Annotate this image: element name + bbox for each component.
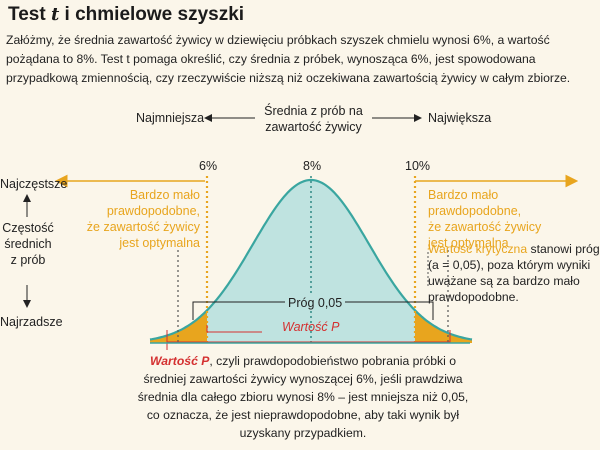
critical-highlight: Wartość krytyczna — [428, 242, 528, 256]
x-axis-center-line2: zawartość żywicy — [265, 120, 362, 134]
y-axis-mid1: Częstość — [2, 221, 54, 235]
y-axis-mid3: z prób — [10, 253, 46, 267]
x-axis-center-label: Średnia z prób na zawartość żywicy — [255, 103, 372, 135]
x-axis-right-label: Największa — [428, 111, 492, 125]
y-axis-top-label: Najczęstsze — [0, 177, 68, 191]
pvalue-bracket-inner — [206, 325, 262, 333]
threshold-label: Próg 0,05 — [285, 295, 346, 311]
bell-curve-stroke — [149, 178, 473, 341]
pnote-rest: , czyli prawdopodobieństwo pobrania prób… — [137, 354, 469, 440]
intro-paragraph: Załóżmy, że średnia zawartość żywicy w d… — [6, 33, 571, 85]
title-prefix: Test — [8, 4, 51, 25]
title-italic: t — [50, 4, 60, 25]
page-title: Test t i chmielowe szyszki — [8, 4, 244, 26]
pnote-highlight: Wartość P — [150, 354, 210, 368]
marker-label-center: 8% — [303, 159, 322, 173]
title-suffix: i chmielowe szyszki — [59, 4, 245, 25]
marker-label-right: 10% — [405, 159, 431, 173]
pvalue-explanation: Wartość P, czyli prawdopodobieństwo pobr… — [133, 352, 473, 442]
x-axis-left-label: Najmniejsza — [136, 111, 205, 125]
critical-value-note: Wartość krytyczna stanowi próg (a = 0,05… — [428, 241, 600, 305]
y-axis-mid2: średnich — [4, 237, 52, 251]
y-axis-bottom-label: Najrzadsze — [0, 315, 63, 329]
y-axis-mid-label: Częstość średnich z prób — [0, 220, 56, 268]
tail-right — [415, 310, 472, 343]
critical-rest: stanowi próg (a = 0,05), poza którym wyn… — [428, 242, 600, 304]
right-orange-note: Bardzo mało prawdopodobne, że zawartość … — [428, 188, 542, 250]
pvalue-bracket — [166, 330, 451, 343]
marker-label-left: 6% — [199, 159, 218, 173]
x-axis-center-line1: Średnia z prób na — [264, 104, 363, 118]
left-orange-note: Bardzo mało prawdopodobne, że zawartość … — [86, 188, 200, 250]
pvalue-label: Wartość P — [282, 320, 340, 334]
tail-left — [150, 310, 207, 343]
